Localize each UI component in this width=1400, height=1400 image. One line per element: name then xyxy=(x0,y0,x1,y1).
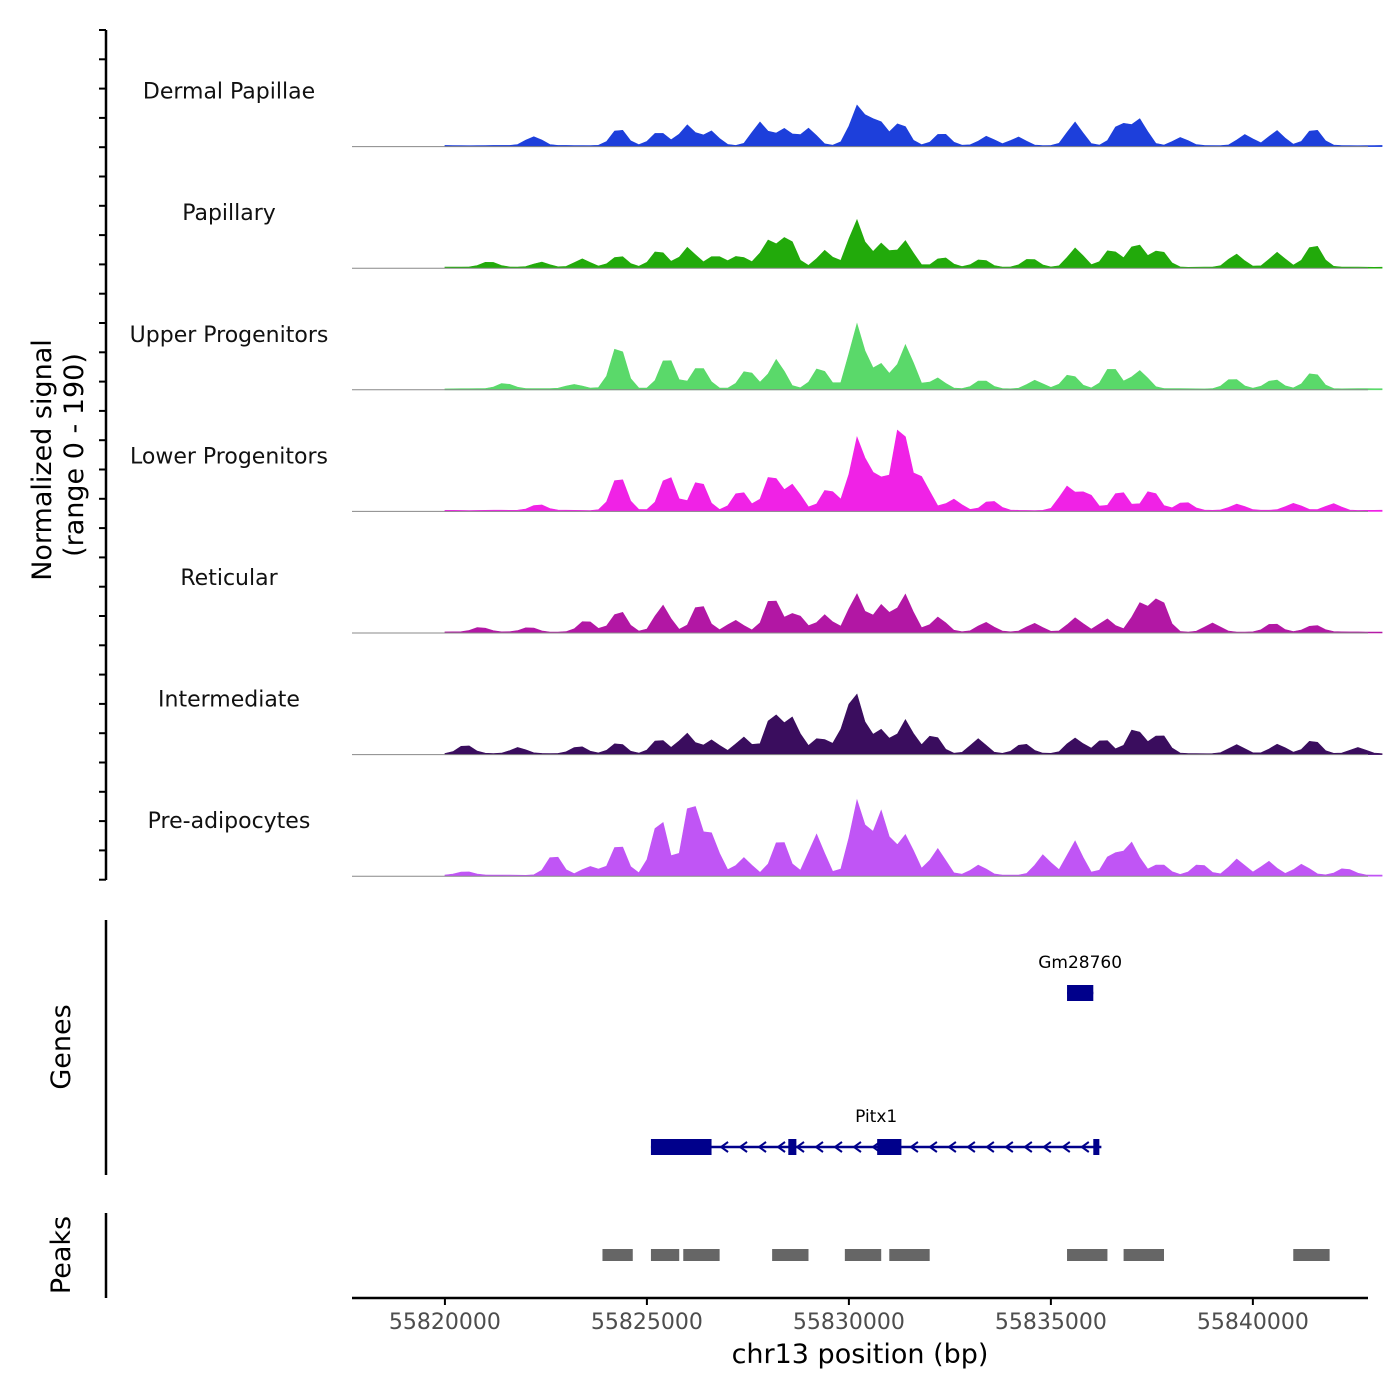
x-tick-label: 55820000 xyxy=(389,1310,501,1335)
strand-arrow xyxy=(814,1141,824,1153)
exon xyxy=(650,1139,712,1155)
track-reticular: Reticular xyxy=(180,566,1383,634)
gene-pitx1: Pitx1 xyxy=(650,1107,1102,1155)
gene-label: Pitx1 xyxy=(855,1107,897,1127)
signal-y-ticks xyxy=(99,29,106,881)
strand-arrow xyxy=(757,1141,767,1153)
x-tick-label: 55840000 xyxy=(1197,1310,1309,1335)
peaks-track-label: Peaks xyxy=(46,1216,77,1294)
strand-arrow xyxy=(1061,1141,1071,1153)
strand-arrow xyxy=(719,1141,729,1153)
strand-arrow xyxy=(985,1141,995,1153)
track-label: Upper Progenitors xyxy=(130,323,329,348)
strand-arrow xyxy=(833,1141,843,1153)
signal-area-intermediate xyxy=(444,693,1383,755)
strand-arrow xyxy=(795,1141,805,1153)
strand-arrow xyxy=(738,1141,748,1153)
peak-region xyxy=(1123,1249,1164,1261)
signal-area-upper-progenitors xyxy=(444,322,1383,391)
gene-label: Gm28760 xyxy=(1038,953,1122,973)
y-axis-label-line1: Normalized signal xyxy=(27,339,58,581)
track-lower-progenitors: Lower Progenitors xyxy=(130,429,1383,512)
x-tick-label: 55835000 xyxy=(995,1310,1107,1335)
strand-arrow xyxy=(909,1141,919,1153)
track-label: Intermediate xyxy=(158,688,300,713)
exon xyxy=(788,1139,797,1155)
gene-annotations: Gm28760 Pitx1 xyxy=(650,953,1122,1155)
track-dermal-papillae: Dermal Papillae xyxy=(143,80,1383,148)
track-intermediate: Intermediate xyxy=(158,688,1383,756)
x-axis-ticks: 55820000 55825000 55830000 55835000 55840000 xyxy=(389,1298,1309,1335)
strand-arrow xyxy=(928,1141,938,1153)
strand-arrow xyxy=(1004,1141,1014,1153)
exon xyxy=(1067,985,1094,1001)
strand-arrow xyxy=(966,1141,976,1153)
peak-region xyxy=(844,1249,882,1261)
x-axis-label: chr13 position (bp) xyxy=(732,1339,989,1370)
exon xyxy=(1093,1139,1100,1155)
peak-region xyxy=(650,1249,680,1261)
gene-gm28760: Gm28760 xyxy=(1038,953,1122,1001)
track-label: Pre-adipocytes xyxy=(148,809,311,834)
track-upper-progenitors: Upper Progenitors xyxy=(130,322,1383,391)
track-label: Lower Progenitors xyxy=(130,444,328,469)
genes-track-label: Genes xyxy=(46,1004,77,1089)
track-label: Reticular xyxy=(180,566,278,591)
signal-tracks: Dermal Papillae Papillary Upper Progenitor… xyxy=(130,80,1383,877)
x-tick-label: 55825000 xyxy=(591,1310,703,1335)
peak-regions xyxy=(602,1249,1330,1261)
exon xyxy=(877,1139,902,1155)
signal-area-reticular xyxy=(444,593,1383,634)
x-tick-label: 55830000 xyxy=(793,1310,905,1335)
y-axis-label-line2: (range 0 - 190) xyxy=(59,353,90,557)
signal-area-pre-adipocytes xyxy=(444,798,1383,877)
strand-arrow xyxy=(776,1141,786,1153)
signal-area-papillary xyxy=(444,218,1383,269)
track-papillary: Papillary xyxy=(182,201,1383,269)
signal-area-dermal-papillae xyxy=(444,104,1383,147)
peak-region xyxy=(772,1249,809,1261)
peak-region xyxy=(889,1249,930,1261)
track-label: Papillary xyxy=(182,201,276,226)
peak-region xyxy=(1067,1249,1108,1261)
strand-arrow xyxy=(1023,1141,1033,1153)
strand-arrow xyxy=(947,1141,957,1153)
strand-arrow xyxy=(852,1141,862,1153)
peak-region xyxy=(683,1249,720,1261)
peak-region xyxy=(1293,1249,1330,1261)
strand-arrow xyxy=(1042,1141,1052,1153)
signal-area-lower-progenitors xyxy=(444,429,1383,512)
peak-region xyxy=(602,1249,633,1261)
track-label: Dermal Papillae xyxy=(143,80,315,105)
strand-arrow xyxy=(1080,1141,1090,1153)
track-pre-adipocytes: Pre-adipocytes xyxy=(148,798,1383,877)
